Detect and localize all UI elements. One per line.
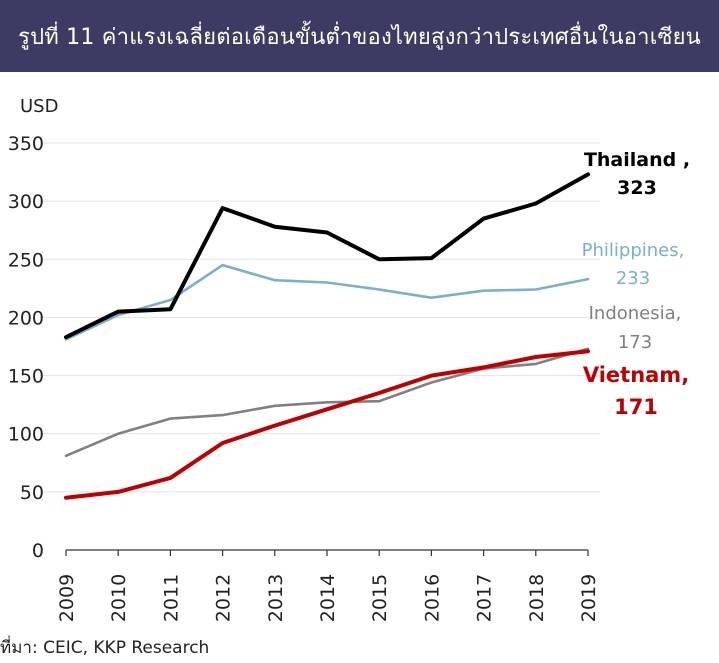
series-line-vietnam [64, 349, 590, 500]
series-label-indonesia: Indonesia, [589, 303, 682, 324]
chart-area: 0 50 100 150 200 250 300 350 USD 2009 2010 2011 2012… [8, 96, 690, 622]
y-tick-label: 50 [20, 482, 44, 504]
series-label-thailand: Thailand , [584, 149, 690, 171]
x-tick-label: 2011 [160, 574, 182, 622]
series-value-label-thailand: 323 [617, 177, 657, 199]
x-tick-label: 2010 [108, 574, 130, 622]
series-value-label-indonesia: 173 [618, 332, 652, 353]
y-tick-label: 150 [8, 366, 44, 388]
x-tick-label: 2013 [265, 574, 287, 622]
y-tick-label: 0 [32, 540, 44, 562]
title-bar: รูปที่ 11 ค่าแรงเฉลี่ยต่อเดือนขั้นต่ำของ… [0, 0, 719, 72]
series-value-label-vietnam: 171 [614, 395, 658, 419]
y-tick-label: 200 [8, 307, 44, 329]
series-value-label-philippines: 233 [616, 268, 650, 289]
y-tick-label: 350 [8, 133, 44, 155]
x-tick-label: 2017 [474, 574, 496, 622]
series-line-indonesia [64, 347, 590, 458]
series-line-thailand [64, 172, 590, 340]
x-tick-label: 2019 [578, 574, 600, 622]
series-line-philippines [64, 263, 590, 341]
y-tick-label: 300 [8, 191, 44, 213]
x-tick-label: 2009 [56, 574, 78, 622]
series-label-philippines: Philippines, [582, 240, 685, 261]
chart-title: รูปที่ 11 ค่าแรงเฉลี่ยต่อเดือนขั้นต่ำของ… [18, 24, 701, 50]
x-tick-label: 2014 [317, 574, 339, 622]
y-axis-label: USD [20, 96, 58, 117]
y-tick-label: 250 [8, 249, 44, 271]
x-tick-label: 2018 [526, 574, 548, 622]
x-tick-label: 2016 [421, 574, 443, 622]
y-tick-label: 100 [8, 424, 44, 446]
x-tick-label: 2012 [213, 574, 235, 622]
source-note: ที่มา: CEIC, KKP Research [0, 638, 210, 658]
x-tick-label: 2015 [369, 574, 391, 622]
series-label-vietnam: Vietnam, [583, 363, 689, 387]
